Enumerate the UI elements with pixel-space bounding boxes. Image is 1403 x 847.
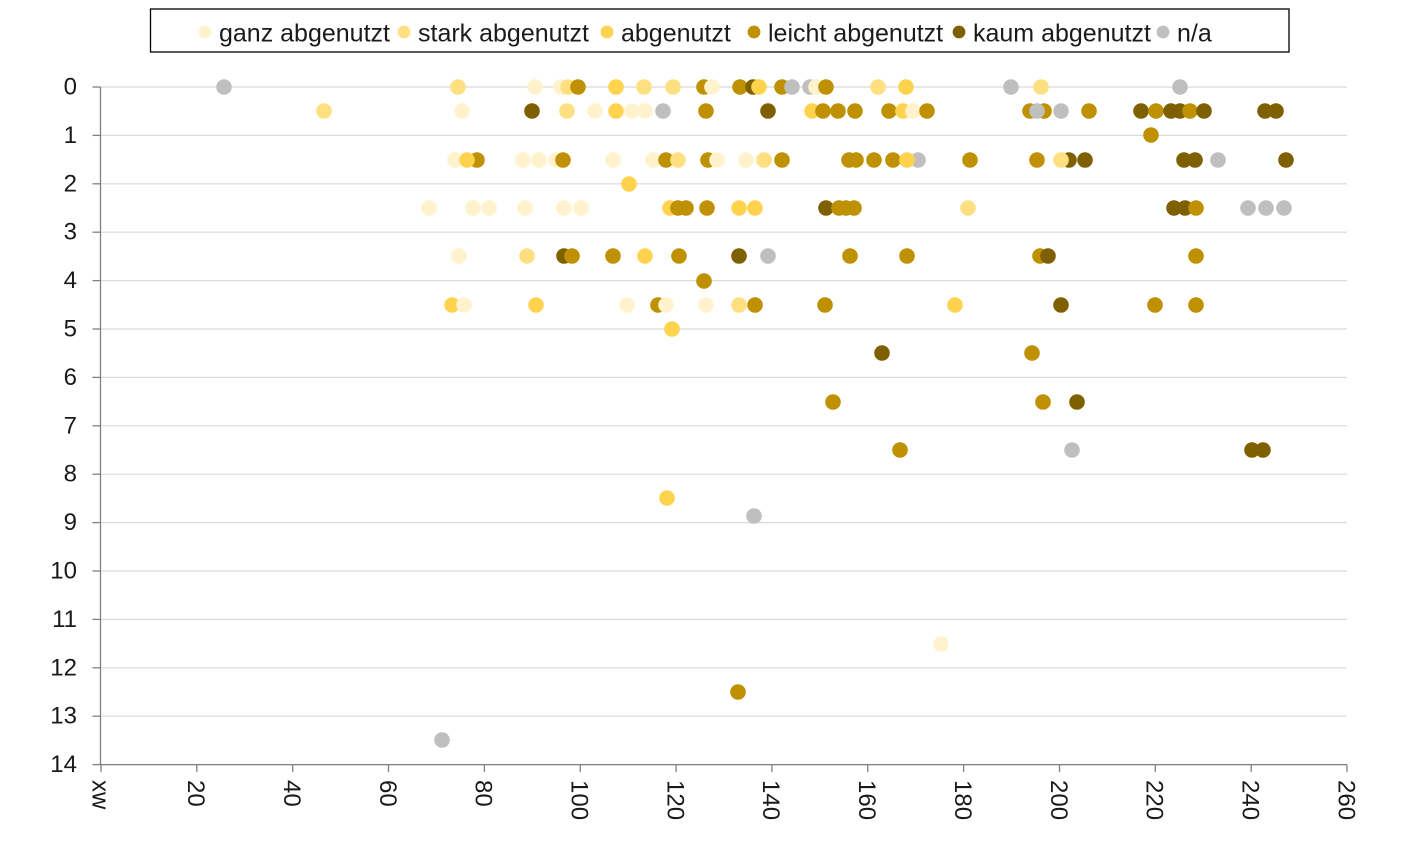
svg-text:abgenutzt: abgenutzt bbox=[621, 20, 731, 48]
svg-text:11: 11 bbox=[52, 606, 77, 633]
svg-text:4: 4 bbox=[64, 267, 77, 294]
svg-text:13: 13 bbox=[50, 703, 77, 730]
svg-text:240: 240 bbox=[1237, 780, 1264, 820]
svg-text:2: 2 bbox=[64, 170, 77, 197]
svg-text:n/a: n/a bbox=[1177, 20, 1212, 48]
svg-text:260: 260 bbox=[1332, 780, 1359, 820]
svg-text:xw: xw bbox=[86, 780, 113, 810]
svg-text:10: 10 bbox=[50, 558, 77, 585]
svg-text:0: 0 bbox=[64, 74, 77, 101]
svg-text:ganz abgenutzt: ganz abgenutzt bbox=[219, 20, 390, 48]
svg-text:220: 220 bbox=[1141, 780, 1168, 820]
svg-text:stark abgenutzt: stark abgenutzt bbox=[418, 20, 589, 48]
svg-text:80: 80 bbox=[470, 780, 497, 807]
svg-text:3: 3 bbox=[64, 219, 77, 246]
svg-text:14: 14 bbox=[50, 751, 77, 778]
svg-text:9: 9 bbox=[64, 509, 77, 536]
svg-text:8: 8 bbox=[64, 461, 77, 488]
svg-text:6: 6 bbox=[64, 364, 77, 391]
svg-text:kaum abgenutzt: kaum abgenutzt bbox=[973, 20, 1151, 48]
svg-text:20: 20 bbox=[182, 780, 209, 807]
svg-text:140: 140 bbox=[757, 780, 784, 820]
svg-text:180: 180 bbox=[949, 780, 976, 820]
svg-text:60: 60 bbox=[374, 780, 401, 807]
svg-text:40: 40 bbox=[278, 780, 305, 807]
svg-text:7: 7 bbox=[64, 412, 77, 439]
svg-text:160: 160 bbox=[853, 780, 880, 820]
svg-text:1: 1 bbox=[64, 122, 77, 149]
svg-text:12: 12 bbox=[50, 654, 77, 681]
svg-text:100: 100 bbox=[566, 780, 593, 820]
svg-text:5: 5 bbox=[64, 316, 77, 343]
svg-text:120: 120 bbox=[661, 780, 688, 820]
svg-text:200: 200 bbox=[1045, 780, 1072, 820]
svg-text:leicht abgenutzt: leicht abgenutzt bbox=[768, 20, 943, 48]
